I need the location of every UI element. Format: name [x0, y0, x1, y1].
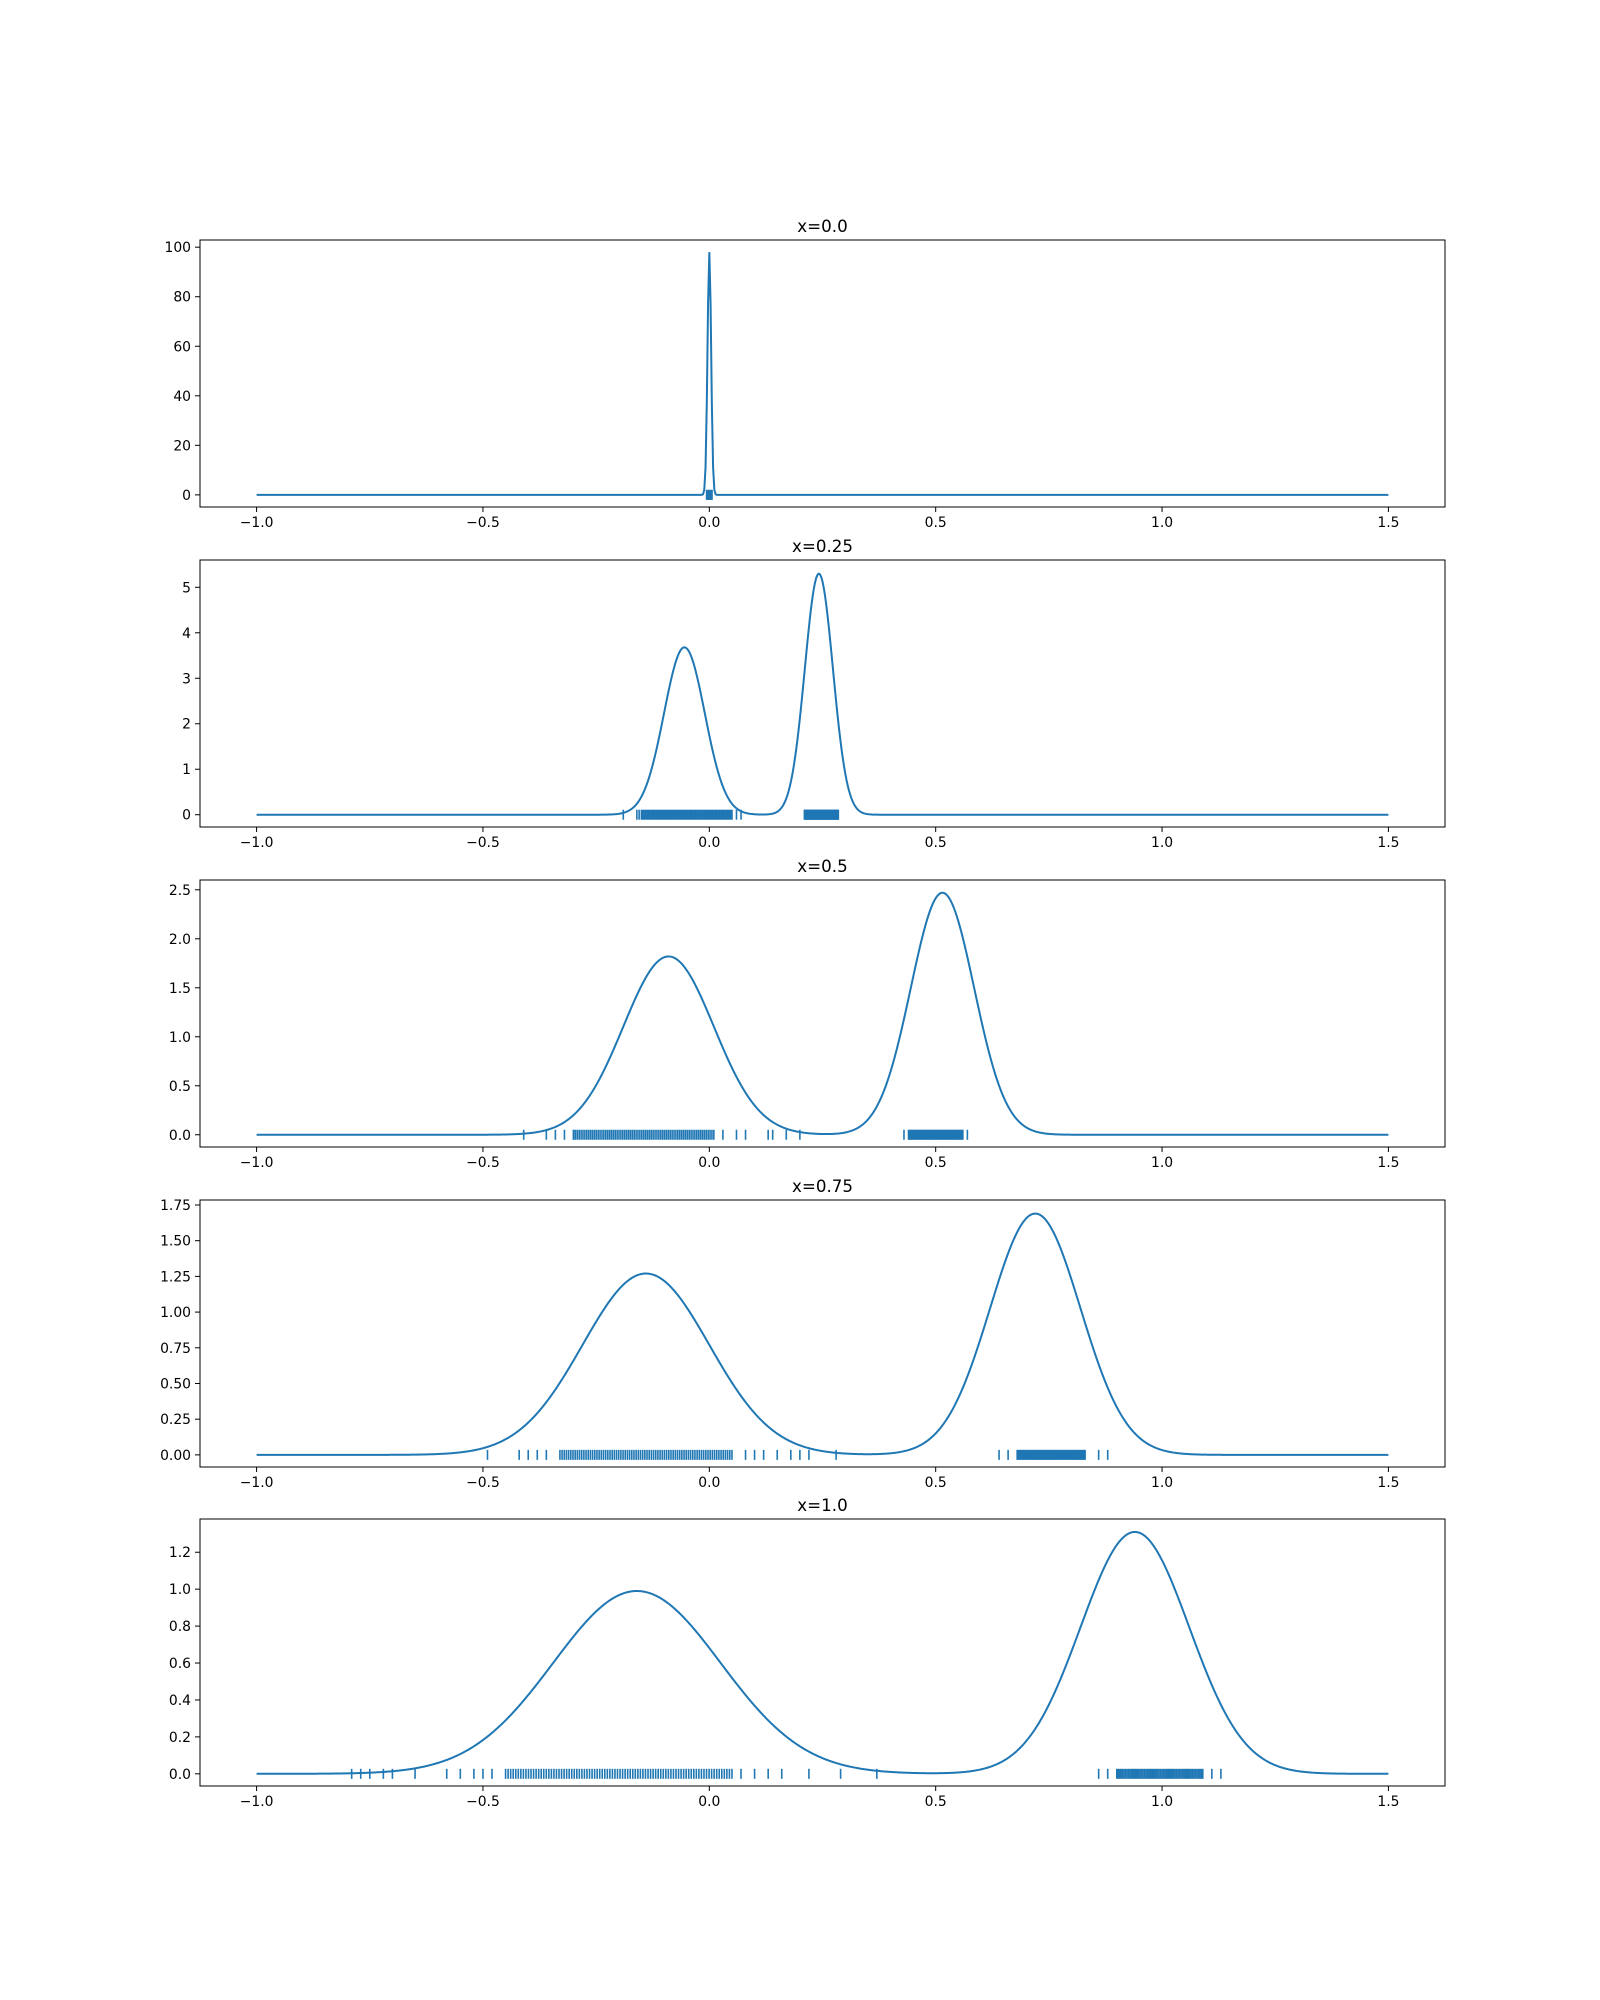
x-tick-label: 0.5 — [925, 515, 947, 531]
y-tick-label: 2.5 — [169, 883, 191, 899]
y-tick-label: 0.8 — [169, 1619, 191, 1635]
y-tick-label: 1.25 — [160, 1269, 191, 1285]
axes-frame — [199, 879, 1446, 1148]
y-tick-label: 0.25 — [160, 1412, 191, 1428]
y-tick-label: 0.75 — [160, 1341, 191, 1357]
x-tick-label: 1.0 — [1151, 835, 1173, 851]
y-tick-label: 80 — [173, 290, 191, 306]
y-tick-label: 3 — [182, 671, 191, 687]
subplot-title: x=1.0 — [797, 1495, 847, 1515]
x-tick-label: 0.5 — [925, 1475, 947, 1491]
kde-line — [256, 252, 1389, 496]
x-tick-label: 1.0 — [1151, 1155, 1173, 1171]
x-tick-label: −1.0 — [240, 1475, 274, 1491]
y-tick-label: 2 — [182, 717, 191, 733]
y-tick-label: 0.2 — [169, 1730, 191, 1746]
y-tick-label: 0.00 — [160, 1448, 191, 1464]
x-tick-label: 0.0 — [698, 1155, 720, 1171]
x-tick-label: 1.5 — [1377, 1794, 1399, 1810]
x-tick-label: −0.5 — [466, 515, 500, 531]
x-tick-label: 1.5 — [1377, 835, 1399, 851]
y-tick-label: 1 — [182, 762, 191, 778]
subplot-1: x=0.25 −1.0 −0.5 0.0 0.5 1.0 1.5 0 1 2 3 4 5 — [182, 536, 1446, 851]
y-tick-label: 0 — [182, 808, 191, 824]
x-tick-label: −1.0 — [240, 1794, 274, 1810]
x-tick-label: 0.5 — [925, 1794, 947, 1810]
subplot-title: x=0.5 — [797, 856, 847, 876]
subplot-4: x=1.0 −1.0 −0.5 0.0 0.5 1.0 1.5 0.0 0.2 0.4 0.6 0.8… — [169, 1495, 1446, 1810]
kde-line — [256, 1530, 1389, 1775]
y-tick-label: 1.0 — [169, 1582, 191, 1598]
y-tick-label: 1.50 — [160, 1234, 191, 1250]
x-tick-label: −1.0 — [240, 1155, 274, 1171]
axes-frame — [199, 559, 1446, 828]
subplot-3: x=0.75 −1.0 −0.5 0.0 0.5 1.0 1.5 0.00 0.25 0.50 0.… — [160, 1176, 1446, 1491]
y-tick-label: 60 — [173, 339, 191, 355]
x-tick-label: 0.5 — [925, 835, 947, 851]
subplot-title: x=0.25 — [792, 536, 853, 556]
y-tick-label: 1.0 — [169, 1030, 191, 1046]
y-tick-label: 0.6 — [169, 1656, 191, 1672]
subplot-2: x=0.5 −1.0 −0.5 0.0 0.5 1.0 1.5 0.0 0.5 1.0 1.5 2.0… — [169, 856, 1446, 1171]
y-tick-label: 40 — [173, 389, 191, 405]
x-tick-label: 0.0 — [698, 1794, 720, 1810]
x-tick-label: 1.5 — [1377, 1475, 1399, 1491]
x-tick-label: −0.5 — [466, 1794, 500, 1810]
y-tick-label: 4 — [182, 626, 191, 642]
y-tick-label: 0 — [182, 488, 191, 504]
kde-line — [256, 1212, 1389, 1456]
x-tick-label: 0.0 — [698, 835, 720, 851]
x-tick-label: 0.0 — [698, 515, 720, 531]
x-tick-label: −1.0 — [240, 515, 274, 531]
x-tick-label: 0.5 — [925, 1155, 947, 1171]
x-tick-label: −0.5 — [466, 1155, 500, 1171]
subplot-0: x=0.0 −1.0 −0.5 0.0 0.5 1.0 1.5 0 20 40 60 80 100 — [164, 216, 1446, 531]
y-tick-label: 0.0 — [169, 1128, 191, 1144]
y-tick-label: 1.75 — [160, 1198, 191, 1214]
y-tick-label: 0.4 — [169, 1693, 191, 1709]
y-tick-label: 5 — [182, 580, 191, 596]
kde-line — [256, 891, 1389, 1136]
axes-frame — [199, 239, 1446, 508]
y-tick-label: 2.0 — [169, 932, 191, 948]
x-tick-label: 1.5 — [1377, 515, 1399, 531]
axes-frame — [199, 1518, 1446, 1787]
y-tick-label: 0.0 — [169, 1767, 191, 1783]
y-tick-label: 0.50 — [160, 1376, 191, 1392]
y-tick-label: 0.5 — [169, 1079, 191, 1095]
x-tick-label: 1.5 — [1377, 1155, 1399, 1171]
x-tick-label: 1.0 — [1151, 515, 1173, 531]
x-tick-label: −0.5 — [466, 835, 500, 851]
y-tick-label: 1.2 — [169, 1545, 191, 1561]
subplot-title: x=0.0 — [797, 216, 847, 236]
y-tick-label: 1.5 — [169, 981, 191, 997]
axes-frame — [199, 1199, 1446, 1468]
x-tick-label: 1.0 — [1151, 1794, 1173, 1810]
x-tick-label: −0.5 — [466, 1475, 500, 1491]
subplot-title: x=0.75 — [792, 1176, 853, 1196]
x-tick-label: 0.0 — [698, 1475, 720, 1491]
x-tick-label: −1.0 — [240, 835, 274, 851]
x-tick-label: 1.0 — [1151, 1475, 1173, 1491]
y-tick-label: 100 — [164, 240, 191, 256]
y-tick-label: 1.00 — [160, 1305, 191, 1321]
y-tick-label: 20 — [173, 438, 191, 454]
kde-line — [256, 572, 1389, 816]
